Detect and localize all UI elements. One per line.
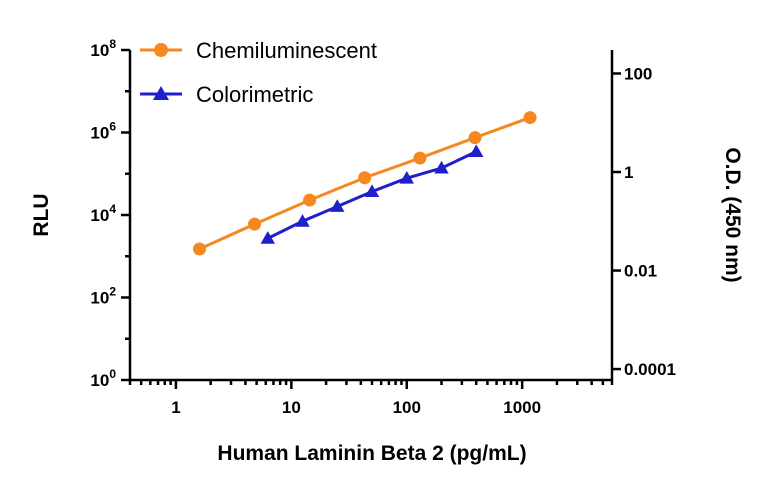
y-axis-right-title: O.D. (450 nm) [721,147,744,282]
data-point-colorimetric [399,170,414,184]
data-point-chemiluminescent [192,242,206,256]
data-point-colorimetric [434,160,449,174]
x-axis-title: Human Laminin Beta 2 (pg/mL) [217,442,526,465]
x-tick-label: 10 [282,398,301,417]
data-point-chemiluminescent [468,131,482,145]
y-left-tick-label: 102 [90,285,116,308]
data-point-chemiluminescent [303,193,317,207]
legend-label: Chemiluminescent [196,38,377,63]
y-axis-left-title: RLU [30,193,53,236]
y-right-tick-label: 100 [624,65,652,84]
y-left-tick-label: 106 [90,120,116,143]
x-tick-label: 100 [393,398,421,417]
data-point-colorimetric [364,184,380,198]
legend: Chemiluminescent Colorimetric [140,38,377,107]
y-right-tick-label: 0.0001 [624,360,676,379]
data-point-colorimetric [295,214,310,227]
data-point-colorimetric [330,199,345,212]
data-point-chemiluminescent [248,217,262,231]
data-point-chemiluminescent [413,151,427,165]
x-tick-label: 1 [171,398,180,417]
y-left-tick-label: 100 [90,367,116,390]
y-right-tick-label: 1 [624,163,633,182]
data-point-chemiluminescent [523,111,537,125]
y-right-tick-label: 0.01 [624,262,657,281]
y-left-tick-label: 104 [90,202,116,225]
series-layer [192,111,537,256]
data-point-chemiluminescent [358,171,372,185]
axes: 1 10 100 1000 100 102 104 106 108 0.0001 0.01 1 100 [90,37,676,417]
legend-label: Colorimetric [196,82,313,107]
data-point-colorimetric [260,231,275,244]
legend-marker [154,43,168,57]
data-point-colorimetric [469,144,484,157]
y-left-tick-label: 108 [90,37,116,60]
x-tick-label: 1000 [503,398,541,417]
legend-marker [153,86,169,100]
